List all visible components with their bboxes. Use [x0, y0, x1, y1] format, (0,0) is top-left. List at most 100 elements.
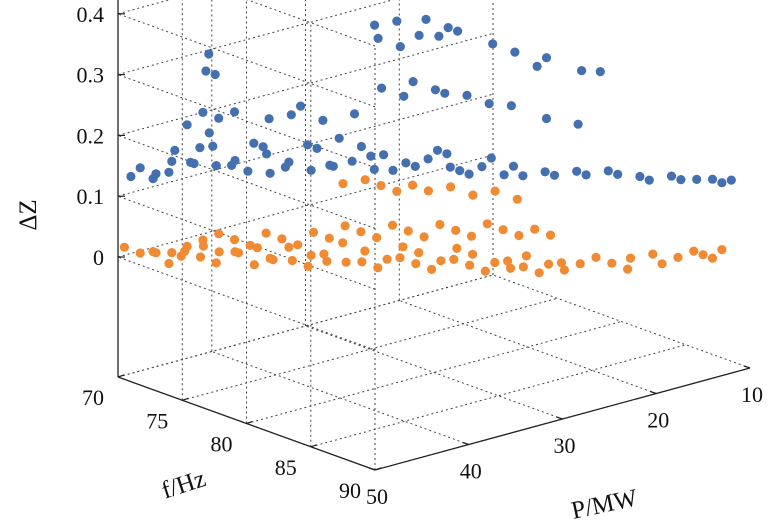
data-point-series-1	[499, 170, 509, 180]
data-point-series-2	[408, 180, 418, 190]
data-point-series-1	[518, 171, 528, 181]
data-point-series-1	[182, 120, 192, 130]
y-tick-label: 70	[82, 385, 104, 410]
x-tick-mark	[556, 416, 563, 420]
x-tick-label: 30	[554, 433, 576, 458]
data-point-series-2	[673, 252, 683, 262]
data-point-series-2	[229, 235, 240, 245]
data-point-series-2	[372, 233, 382, 243]
data-point-series-1	[210, 69, 220, 80]
data-point-series-1	[541, 53, 552, 63]
floor-grid-line-f	[182, 297, 558, 401]
data-point-series-1	[421, 14, 431, 24]
y-axis-title: f/Hz	[158, 465, 209, 504]
side-wall-grid-horizontal	[117, 74, 376, 169]
data-point-series-2	[373, 263, 383, 273]
data-point-series-1	[408, 77, 418, 87]
data-point-series-1	[532, 61, 542, 71]
data-point-series-2	[435, 219, 445, 230]
data-point-series-1	[312, 143, 322, 153]
x-tick-label: 20	[647, 408, 669, 433]
data-point-series-2	[268, 255, 278, 265]
data-point-series-2	[176, 251, 186, 261]
data-point-series-2	[135, 248, 145, 258]
data-point-series-1	[414, 30, 424, 40]
data-point-series-2	[468, 249, 478, 259]
data-point-series-2	[308, 227, 319, 237]
label-layer: 00.10.20.30.40.510203040507075808590	[77, 2, 764, 509]
data-point-series-1	[401, 158, 411, 168]
z-tick-label: 0.2	[77, 123, 105, 148]
z-axis-title: ΔZ	[15, 199, 42, 230]
data-point-series-2	[324, 233, 334, 243]
data-point-series-2	[303, 261, 313, 271]
data-point-series-1	[186, 157, 196, 167]
data-point-series-1	[211, 161, 221, 171]
data-point-series-2	[284, 242, 294, 252]
data-point-series-2	[427, 264, 437, 274]
data-point-series-1	[395, 42, 405, 52]
data-point-series-1	[510, 47, 520, 57]
data-point-series-2	[195, 252, 206, 262]
data-point-series-1	[356, 141, 366, 152]
data-point-series-1	[613, 169, 623, 179]
data-point-series-2	[465, 260, 475, 270]
data-point-series-1	[265, 168, 275, 178]
data-point-series-1	[440, 88, 450, 98]
data-point-series-1	[379, 150, 389, 160]
data-point-series-1	[635, 171, 645, 182]
data-point-series-2	[544, 259, 554, 269]
y-tick-mark	[374, 467, 382, 471]
data-point-series-1	[126, 171, 136, 182]
x-tick-mark	[650, 390, 657, 395]
data-point-series-1	[229, 107, 240, 117]
data-point-series-2	[182, 241, 192, 251]
data-point-series-2	[591, 252, 601, 262]
data-point-series-1	[577, 66, 587, 76]
axis-layer	[117, 0, 751, 471]
data-point-series-1	[573, 119, 583, 129]
data-point-series-2	[167, 248, 177, 258]
data-point-series-2	[607, 258, 617, 268]
data-point-series-2	[356, 227, 366, 237]
data-point-series-2	[414, 248, 424, 258]
y-tick-label: 75	[146, 408, 168, 433]
data-point-series-1	[506, 101, 516, 111]
data-point-series-1	[603, 166, 613, 176]
data-point-series-1	[377, 83, 387, 93]
data-point-series-2	[245, 240, 255, 250]
data-point-series-1	[572, 166, 582, 176]
data-point-series-2	[419, 232, 429, 242]
x-tick-mark	[743, 365, 751, 369]
data-point-series-1	[195, 143, 205, 153]
data-point-series-1	[249, 138, 259, 148]
data-point-series-1	[198, 107, 208, 117]
data-point-series-2	[198, 235, 208, 245]
data-point-series-2	[689, 246, 699, 256]
data-point-series-1	[432, 145, 443, 155]
data-point-series-2	[625, 253, 636, 263]
data-point-series-2	[559, 265, 570, 275]
x-tick-label: 50	[366, 484, 388, 509]
data-point-series-1	[306, 165, 316, 175]
data-point-series-2	[403, 226, 413, 236]
side-wall-grid-horizontal	[117, 134, 376, 229]
data-point-series-2	[482, 219, 492, 229]
data-point-series-1	[477, 162, 487, 172]
data-point-series-1	[508, 161, 519, 171]
data-point-series-1	[204, 49, 214, 59]
floor-grid-line-f	[310, 344, 686, 448]
data-point-series-1	[464, 169, 474, 179]
side-wall-grid-horizontal	[117, 195, 376, 290]
side-wall-grid-horizontal	[117, 13, 376, 108]
data-point-series-2	[360, 246, 370, 256]
data-point-series-2	[411, 259, 421, 269]
data-point-series-1	[280, 162, 290, 172]
data-point-series-2	[164, 258, 174, 269]
data-point-series-2	[211, 258, 221, 268]
data-point-series-2	[376, 180, 386, 191]
data-point-series-2	[518, 262, 529, 272]
y-tick-mark	[246, 420, 253, 425]
data-point-series-2	[214, 247, 224, 257]
data-point-series-2	[357, 257, 367, 267]
